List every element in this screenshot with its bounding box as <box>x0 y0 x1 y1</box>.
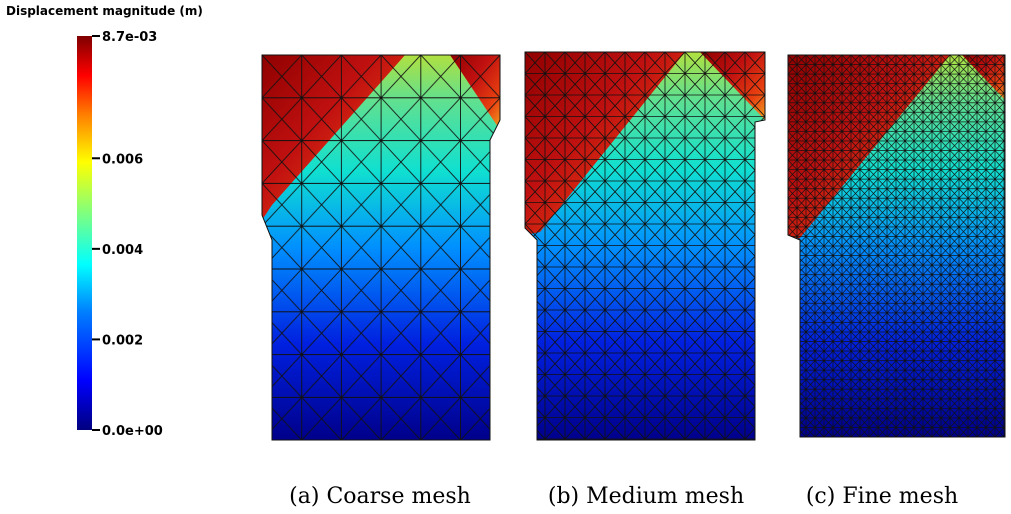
outline <box>787 54 1006 438</box>
medium-mesh <box>525 52 765 440</box>
colorbar-tick-label: 0.006 <box>102 152 143 167</box>
colorbar-tick-label: 0.0e+00 <box>102 424 163 439</box>
colorbar-title: Displacement magnitude (m) <box>6 4 203 18</box>
coarse-mesh <box>262 55 500 440</box>
mesh <box>788 55 1005 437</box>
colorbar <box>77 36 92 430</box>
colorbar-tick-label: 0.004 <box>102 243 143 258</box>
mesh <box>262 55 500 440</box>
caption: (c) Fine mesh <box>806 484 958 509</box>
caption: (b) Medium mesh <box>548 484 744 509</box>
colorbar-tick-label: 0.002 <box>102 333 143 348</box>
outline <box>261 54 501 441</box>
colorbar-ticks: 8.7e-03 0.006 0.004 0.002 0.0e+00 <box>92 30 163 439</box>
outline <box>524 51 766 441</box>
mesh <box>525 52 765 440</box>
colorbar-tick-label: 8.7e-03 <box>102 30 157 45</box>
fine-mesh <box>788 55 1005 437</box>
caption: (a) Coarse mesh <box>289 484 471 509</box>
